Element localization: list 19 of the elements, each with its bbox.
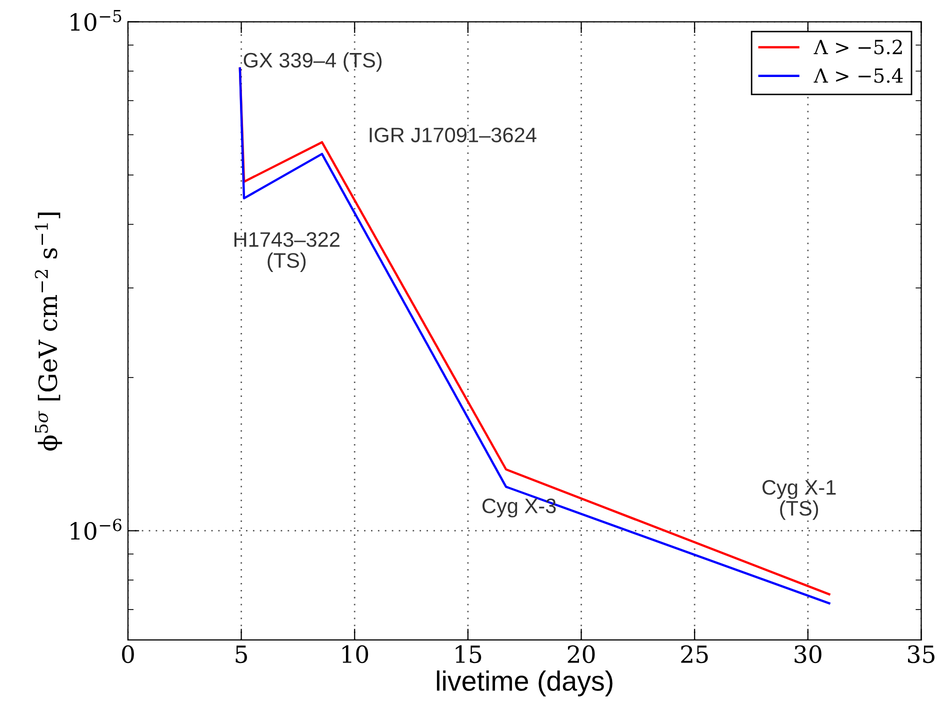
y-tick-label: 10$^{−5}$ — [70, 10, 122, 31]
annotation: H1743–322 (TS) — [234, 232, 340, 272]
x-tick-label: 0 — [122, 645, 134, 664]
annotation: IGR J17091–3624 — [370, 128, 536, 142]
x-tick-label: 5 — [236, 646, 247, 664]
x-tick-label: 25 — [681, 645, 708, 664]
x-tick-label: 10 — [342, 645, 368, 664]
x-tick-label: 35 — [908, 645, 934, 664]
y-axis-title: ϕ$^{5σ}$ [GeV cm$^{−2}$ s$^{−1}$] — [34, 212, 62, 451]
legend-label: Λ > −5.4 — [814, 68, 903, 83]
annotation: Cyg X-1 (TS) — [762, 480, 836, 520]
x-axis-title: livetime (days) — [436, 670, 612, 696]
legend-label: Λ > −5.2 — [814, 40, 902, 54]
x-tick-label: 30 — [794, 645, 822, 664]
x-tick-label: 20 — [568, 645, 595, 664]
y-tick-label: 10$^{−6}$ — [70, 518, 122, 540]
annotation: GX 339–4 (TS) — [244, 52, 382, 72]
x-tick-label: 15 — [456, 645, 482, 664]
annotation: Cyg X-3 — [482, 498, 556, 518]
